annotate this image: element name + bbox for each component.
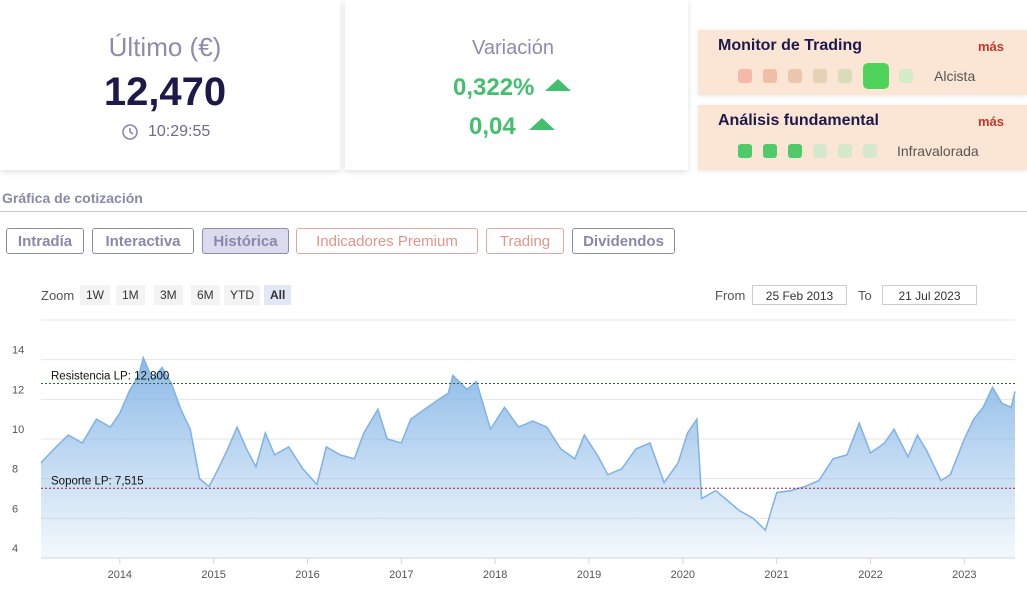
x-tick-label: 2022 [858,569,882,581]
y-tick-label: 4 [12,543,18,555]
clock-icon [122,124,138,140]
tab[interactable]: Interactiva [92,228,194,254]
x-tick-label: 2019 [577,569,601,581]
signal-dot [863,144,877,158]
fundamental-title: Análisis fundamental [718,112,879,129]
divider [0,211,1027,212]
tab[interactable]: Dividendos [572,228,675,254]
from-label: From [715,288,746,303]
reference-label: Resistencia LP: 12,800 [51,370,169,382]
y-tick-label: 6 [12,503,18,515]
fundamental-box [698,105,1027,170]
y-tick-label: 14 [12,345,24,357]
fundamental-status: Infravalorada [897,143,979,159]
zoom-button[interactable]: 3M [154,285,183,305]
x-tick-label: 2014 [108,569,132,581]
x-tick-label: 2023 [952,569,976,581]
signal-dot [838,69,852,83]
y-tick-label: 10 [12,424,24,436]
tab[interactable]: Trading [486,228,564,254]
more-link[interactable]: más [978,114,1005,129]
signal-dot [899,69,913,83]
price-line [40,355,1016,532]
signal-dot [788,69,802,83]
monitor-box [698,30,1027,95]
last-label: Último (€) [108,32,222,62]
variation-percent: 0,322% [453,74,535,101]
tab[interactable]: Indicadores Premium [296,228,478,254]
from-input[interactable]: 25 Feb 2013 [752,285,847,305]
y-tick-label: 8 [12,464,18,476]
up-arrow [545,79,571,91]
x-tick-label: 2018 [483,569,507,581]
zoom-label: Zoom [41,288,75,303]
up-arrow [529,118,555,130]
price-area [41,357,1015,558]
x-tick-label: 2020 [671,569,695,581]
zoom-button[interactable]: All [264,285,292,305]
last-price: 12,470 [103,70,227,114]
x-tick-label: 2021 [764,569,788,581]
monitor-title: Monitor de Trading [718,37,862,54]
signal-dot [788,144,802,158]
x-tick-label: 2017 [389,569,413,581]
x-tick-label: 2015 [201,569,225,581]
signal-dot [813,144,827,158]
monitor-status: Alcista [934,68,976,84]
tab[interactable]: Intradía [6,228,84,254]
variation-absolute: 0,04 [469,113,516,140]
y-tick-label: 12 [12,384,24,396]
zoom-button[interactable]: YTD [224,285,260,305]
zoom-button[interactable]: 1W [80,285,110,305]
more-link[interactable]: más [978,39,1005,54]
to-label: To [858,288,872,303]
variation-card [345,0,688,170]
signal-dot [738,144,752,158]
to-input[interactable]: 21 Jul 2023 [882,285,977,305]
x-tick-label: 2016 [295,569,319,581]
signal-dot [838,144,852,158]
signal-dot [763,144,777,158]
tab[interactable]: Histórica [202,228,289,254]
price-chart: 4 6 8 10 12 14 Resistencia LP: 12,800 Soporte L… [12,319,1016,581]
signal-dot-active [863,63,889,89]
variation-label: Variación [472,37,554,59]
zoom-button[interactable]: 6M [191,285,220,305]
signal-dot [763,69,777,83]
signal-dot [738,69,752,83]
section-title: Gráfica de cotización [2,190,143,206]
zoom-button[interactable]: 1M [116,285,145,305]
signal-dot [813,69,827,83]
reference-label: Soporte LP: 7,515 [51,475,144,487]
quote-time: 10:29:55 [148,123,211,140]
last-card [0,0,340,170]
